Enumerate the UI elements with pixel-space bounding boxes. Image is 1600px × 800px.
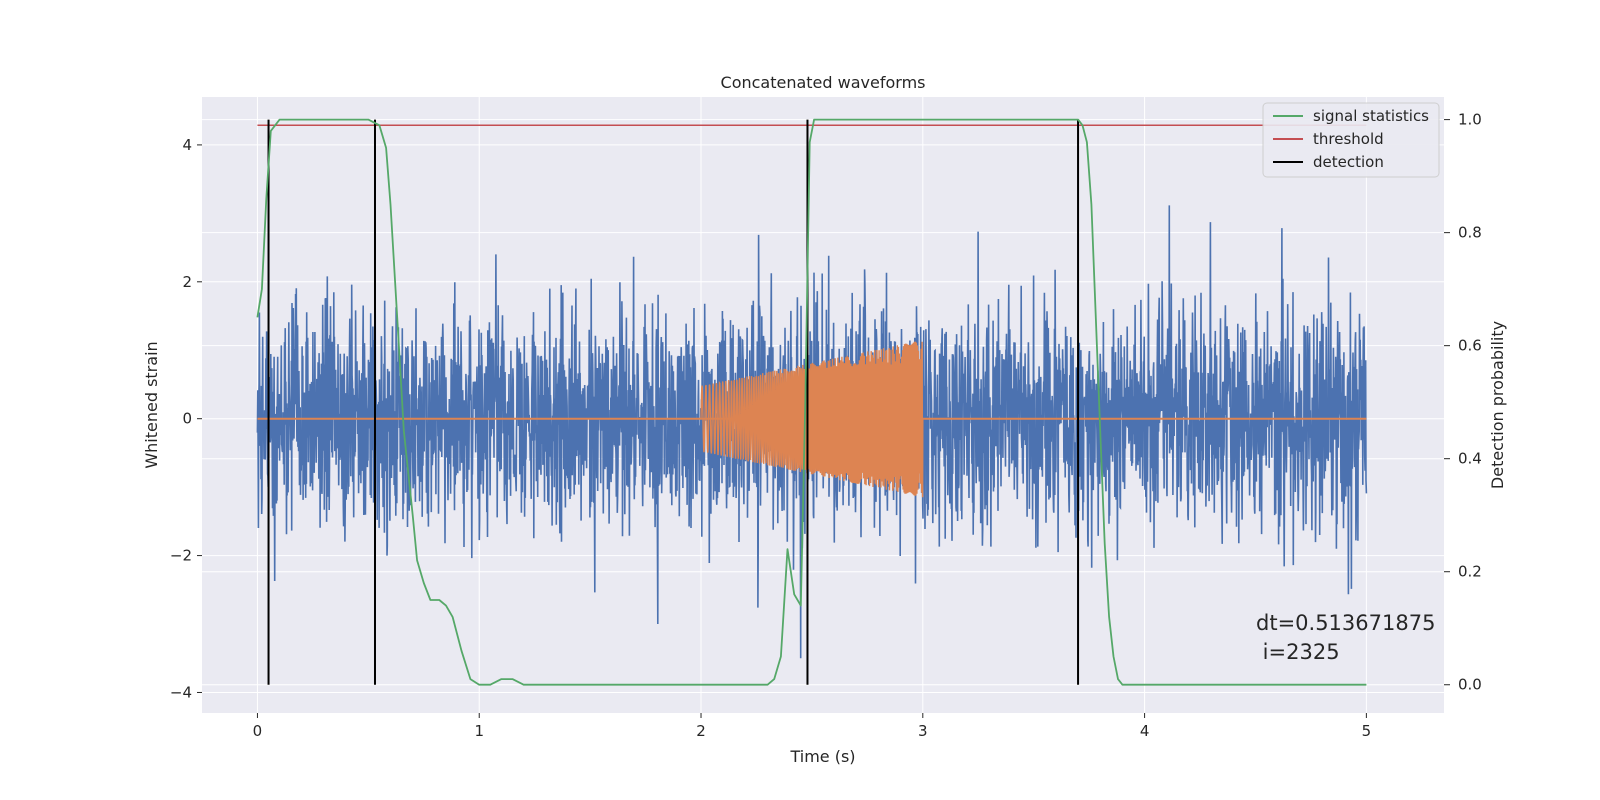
y2-tick-label: 1.0 — [1458, 111, 1482, 129]
probability-series — [256, 118, 1367, 686]
annotation-dt: dt=0.513671875 — [1256, 611, 1435, 635]
y-tick-label: −2 — [170, 547, 192, 565]
legend: signal statistics threshold detection — [1262, 102, 1440, 178]
y2-tick-label: 0.2 — [1458, 563, 1482, 581]
y2-tick-label: 0.4 — [1458, 450, 1482, 468]
legend-label-detection: detection — [1313, 153, 1384, 171]
y-axis-ticks: −4 −2 0 2 4 — [170, 136, 202, 701]
y2-tick-label: 0.8 — [1458, 224, 1482, 242]
y-tick-label: −4 — [170, 683, 192, 701]
chart-title: Concatenated waveforms — [721, 73, 926, 92]
legend-box — [1262, 102, 1440, 178]
legend-label-threshold: threshold — [1313, 130, 1384, 148]
x-axis-ticks: 0 1 2 3 4 5 — [253, 713, 1371, 740]
injection-waveform — [257, 341, 1367, 498]
y-tick-label: 0 — [182, 410, 192, 428]
x-tick-label: 4 — [1140, 722, 1150, 740]
x-tick-label: 1 — [474, 722, 484, 740]
y2-axis-label: Detection probability — [1488, 321, 1507, 489]
injection-chirp — [700, 341, 924, 498]
y2-axis-ticks: 0.0 0.2 0.4 0.6 0.8 1.0 — [1444, 111, 1482, 694]
y-tick-label: 4 — [182, 136, 192, 154]
signal-statistics-line — [256, 118, 1367, 686]
x-axis-label: Time (s) — [789, 747, 855, 766]
x-tick-label: 2 — [696, 722, 706, 740]
y2-tick-label: 0.0 — [1458, 676, 1482, 694]
x-tick-label: 3 — [918, 722, 928, 740]
y2-tick-label: 0.6 — [1458, 337, 1482, 355]
y-axis-label: Whitened strain — [142, 341, 161, 468]
y-tick-label: 2 — [182, 273, 192, 291]
annotation-index: i=2325 — [1256, 640, 1340, 664]
legend-label-signal-statistics: signal statistics — [1313, 107, 1429, 125]
x-tick-label: 5 — [1362, 722, 1372, 740]
x-tick-label: 0 — [253, 722, 263, 740]
